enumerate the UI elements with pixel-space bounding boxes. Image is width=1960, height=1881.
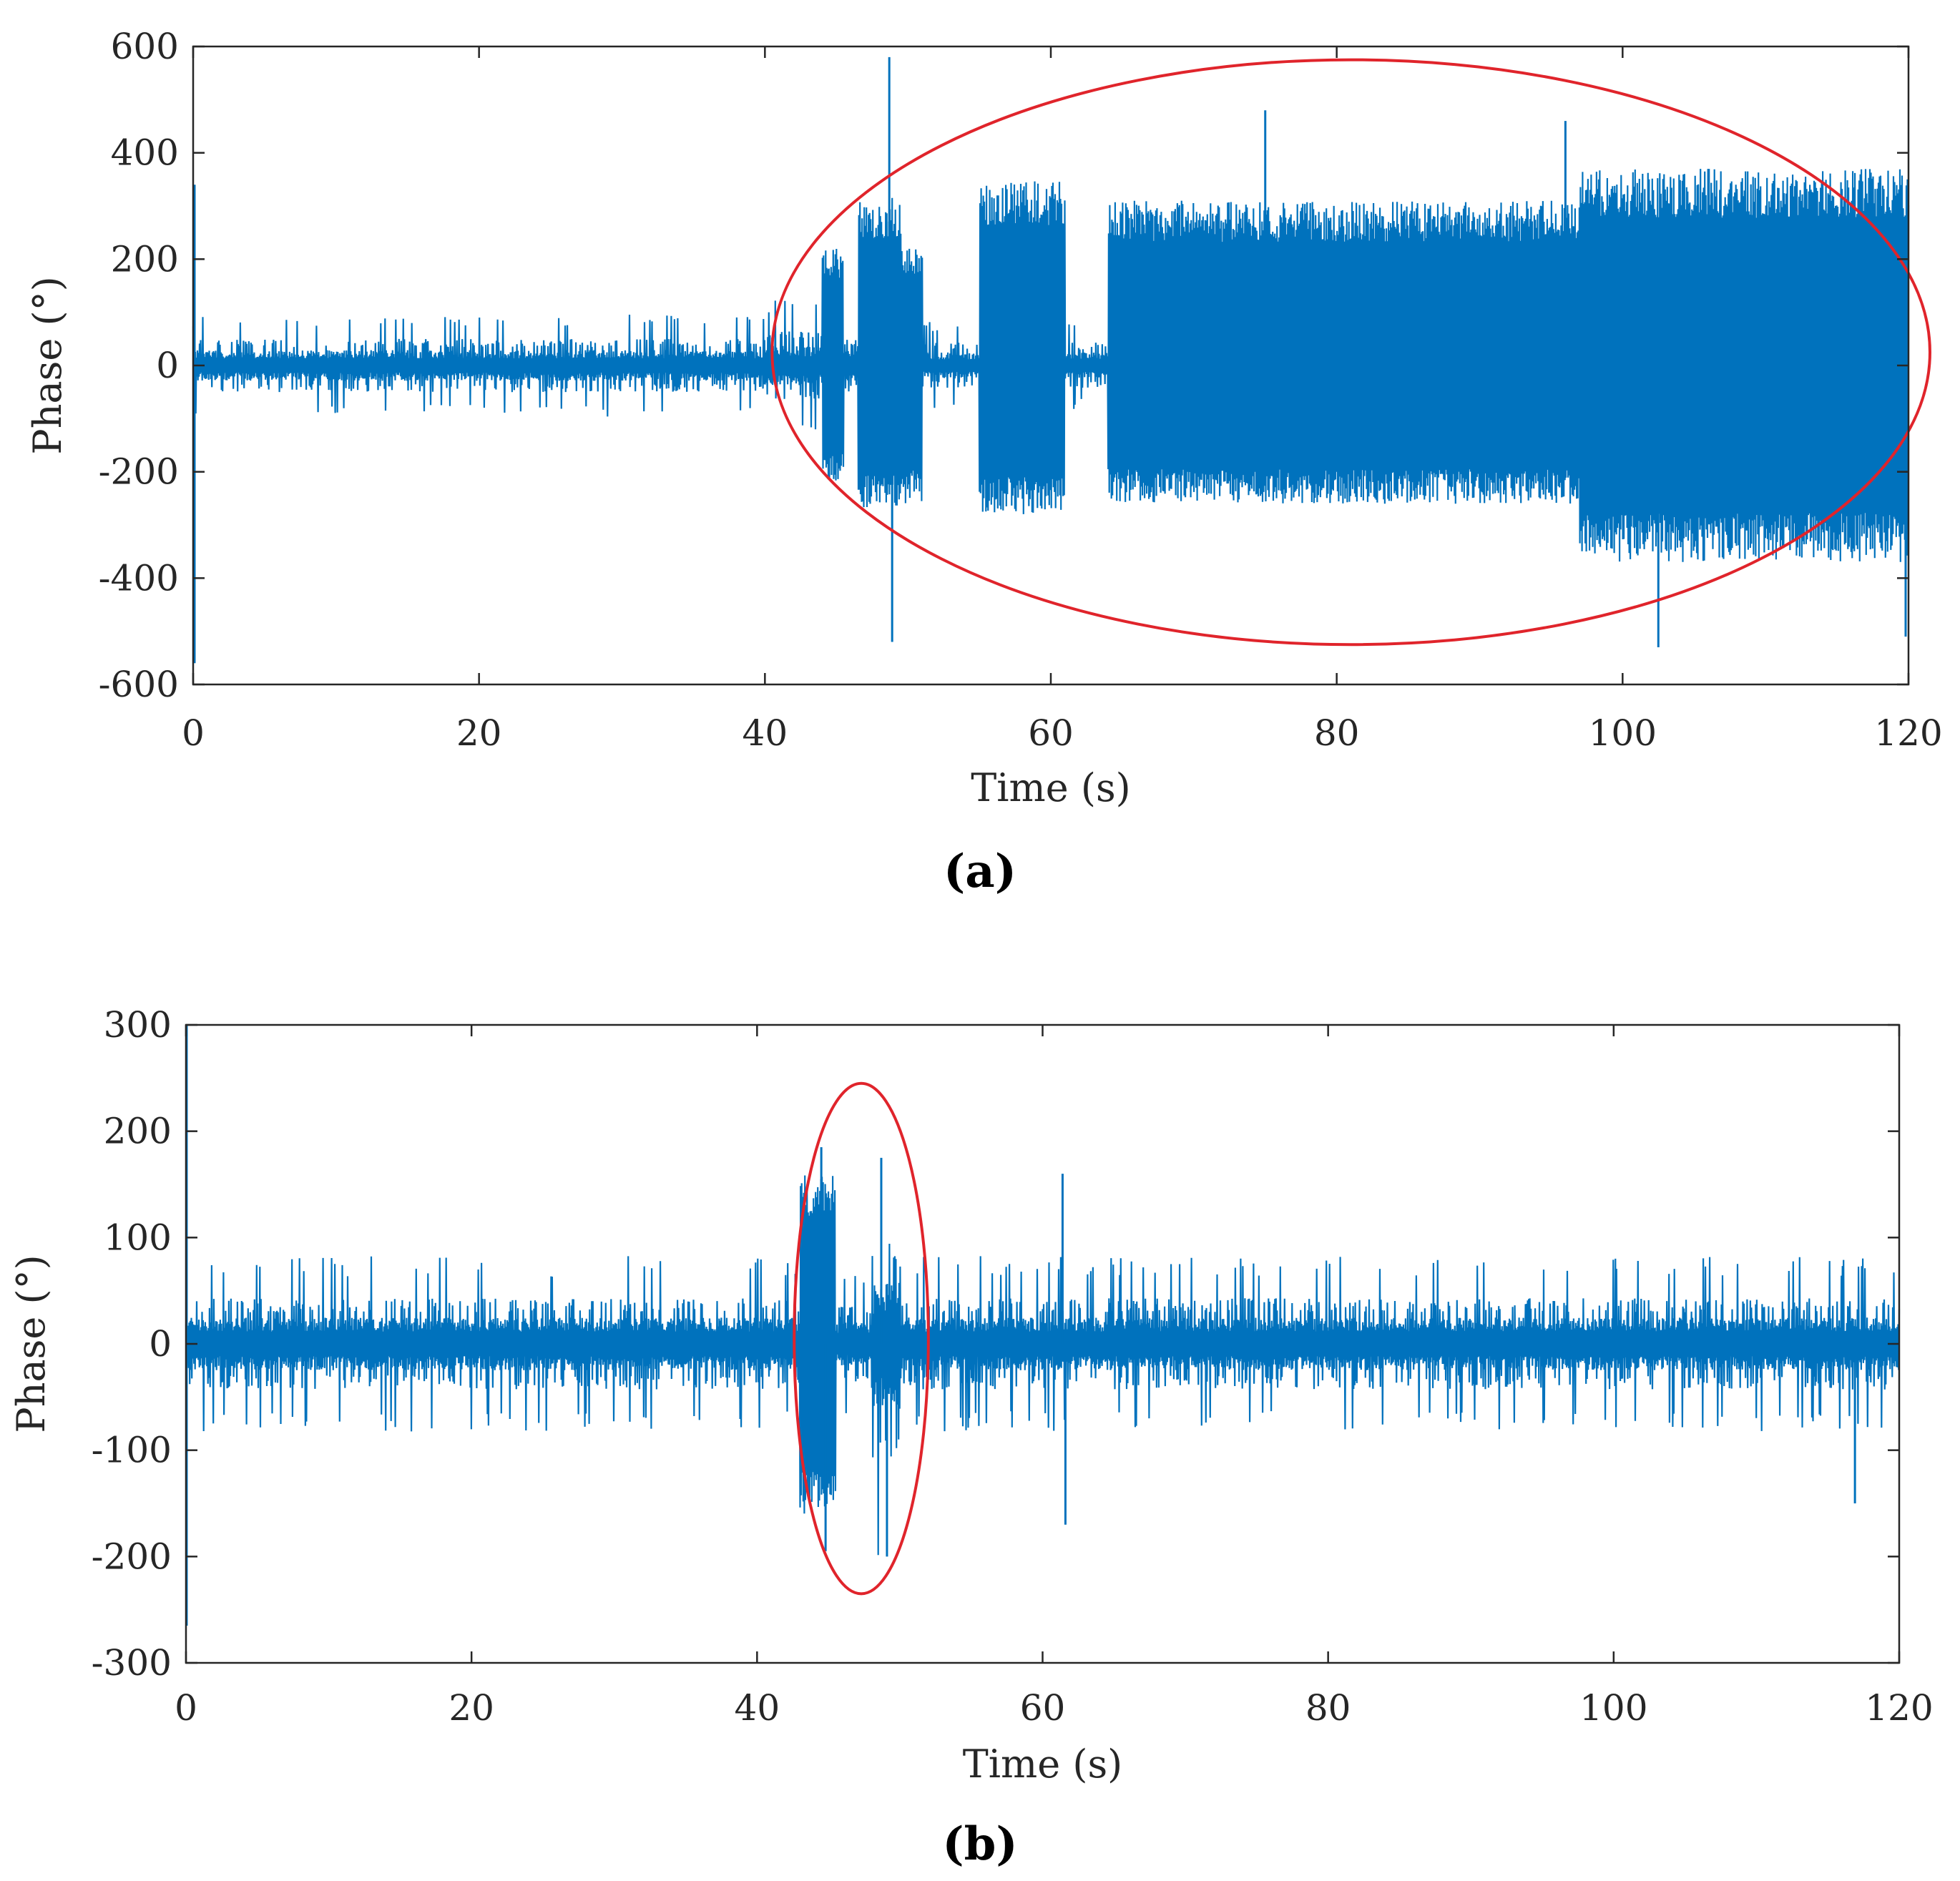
x-axis-label: Time (s): [971, 765, 1130, 810]
phase-signal-series: [192, 169, 1910, 562]
y-tick-label: 0: [149, 1323, 172, 1365]
x-axis-label: Time (s): [963, 1742, 1122, 1787]
y-tick-label: -100: [92, 1430, 172, 1471]
y-tick-label: 600: [111, 26, 179, 67]
y-tick-label: -400: [99, 557, 179, 599]
y-tick-label: 0: [156, 345, 179, 386]
y-tick-label: -300: [92, 1642, 172, 1684]
y-tick-label: 100: [104, 1217, 172, 1258]
panel-caption: (b): [942, 1817, 1017, 1871]
x-tick-label: 0: [182, 712, 205, 754]
panel-caption: (a): [944, 845, 1016, 898]
y-tick-label: -200: [92, 1536, 172, 1577]
x-tick-label: 80: [1305, 1687, 1351, 1729]
x-tick-label: 20: [456, 712, 502, 754]
phase-chart-b: 0 20 40 60 80 100 120 300 200 100 0 -100 -200 -300 Tim…: [9, 1004, 1934, 1871]
x-tick-label: 20: [449, 1687, 494, 1729]
x-tick-label: 100: [1579, 1687, 1647, 1729]
x-tick-label: 40: [743, 712, 788, 754]
y-tick-label: 200: [104, 1111, 172, 1152]
x-tick-label: 60: [1020, 1687, 1066, 1729]
y-axis-label: Phase (°): [25, 276, 70, 454]
phase-signal-series: [185, 1175, 1901, 1556]
highlight-ellipse: [770, 58, 1931, 647]
x-tick-label: 120: [1865, 1687, 1933, 1729]
x-tick-label: 0: [175, 1687, 197, 1729]
x-tick-label: 80: [1314, 712, 1360, 754]
chart-panel-b: 0 20 40 60 80 100 120 300 200 100 0 -100 -200 -300 Tim…: [0, 940, 1960, 1881]
y-tick-label: 300: [104, 1004, 172, 1046]
y-tick-label: 400: [111, 132, 179, 174]
chart-panel-a: 0 20 40 60 80 100 120 600 400 200 0 -200 -400 -600 Tim…: [0, 0, 1960, 940]
x-tick-label: 60: [1028, 712, 1074, 754]
x-tick-label: 100: [1589, 712, 1657, 754]
y-tick-label: -200: [99, 451, 179, 493]
phase-chart-a: 0 20 40 60 80 100 120 600 400 200 0 -200 -400 -600 Tim…: [25, 26, 1943, 898]
y-axis-label: Phase (°): [9, 1254, 54, 1433]
x-tick-label: 120: [1874, 712, 1942, 754]
y-tick-label: 200: [111, 238, 179, 280]
y-tick-label: -600: [99, 664, 179, 705]
highlight-ellipse: [793, 1081, 930, 1596]
x-tick-label: 40: [735, 1687, 780, 1729]
